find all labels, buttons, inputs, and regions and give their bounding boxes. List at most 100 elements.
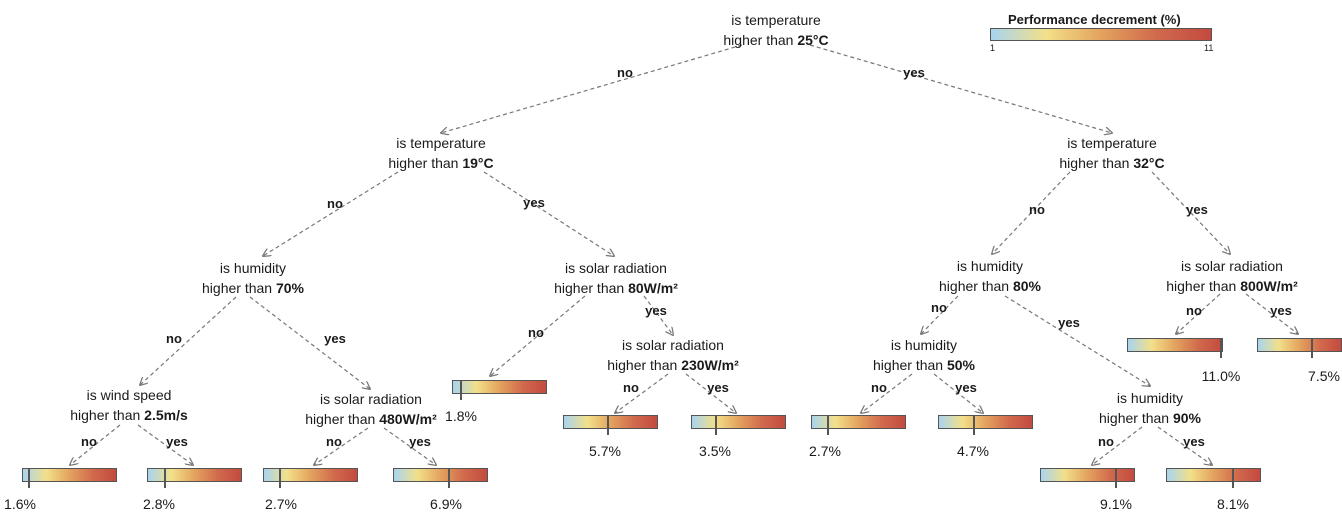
edge-label-yes: yes: [324, 331, 346, 346]
edge-label-yes: yes: [409, 434, 431, 449]
tree-edge-arrow: [933, 373, 983, 413]
tree-edge-arrow: [1176, 293, 1221, 334]
node-question: is solar radiation: [565, 260, 667, 276]
node-threshold: 90%: [1172, 410, 1201, 426]
node-threshold: 32°C: [1133, 155, 1165, 171]
leaf-bar: [452, 380, 547, 400]
leaf-bar: [1166, 468, 1261, 488]
leaf-value-label: 7.5%: [1308, 368, 1340, 384]
edge-label-yes: yes: [645, 303, 667, 318]
leaf-bar: [147, 468, 242, 488]
node-threshold-prefix: higher than: [1166, 278, 1241, 294]
node-threshold-prefix: higher than: [723, 32, 798, 48]
leaf-value-marker: [1231, 468, 1234, 488]
node-threshold-prefix: higher than: [554, 280, 629, 296]
leaf-value-label: 9.1%: [1100, 496, 1132, 512]
edge-label-no: no: [1186, 303, 1202, 318]
node-question: is temperature: [396, 135, 486, 151]
node-temperature-19: is temperature higher than 19°C: [388, 133, 493, 173]
tree-edge-arrow: [483, 171, 614, 256]
leaf-value-marker: [714, 415, 717, 435]
node-solar-radiation-80: is solar radiation higher than 80W/m²: [554, 258, 678, 298]
edge-label-no: no: [1098, 434, 1114, 449]
leaf-value-marker: [1114, 468, 1117, 488]
node-question: is humidity: [890, 337, 958, 353]
tree-edge-arrow: [685, 373, 736, 413]
leaf-value-marker: [447, 468, 450, 488]
leaf-value-marker: [164, 468, 167, 488]
tree-edge-arrow: [314, 427, 369, 465]
leaf-value-label: 2.7%: [265, 496, 297, 512]
edge-label-yes: yes: [166, 434, 188, 449]
edge-label-yes: yes: [1183, 434, 1205, 449]
node-threshold: 480W/m²: [379, 411, 437, 427]
tree-edge-arrow: [441, 44, 743, 133]
node-threshold: 2.5m/s: [144, 407, 188, 423]
node-threshold-prefix: higher than: [939, 278, 1013, 294]
tree-edge-arrow: [249, 296, 370, 389]
tree-edge-arrow: [643, 295, 673, 335]
tree-edge-arrow: [140, 296, 237, 385]
edge-label-yes: yes: [1186, 202, 1208, 217]
node-solar-radiation-230: is solar radiation higher than 230W/m²: [607, 335, 739, 375]
node-threshold: 230W/m²: [681, 357, 739, 373]
edge-label-no: no: [327, 196, 343, 211]
edge-label-no: no: [871, 380, 887, 395]
node-threshold-prefix: higher than: [70, 407, 145, 423]
leaf-bar: [263, 468, 358, 488]
tree-edge-arrow: [137, 424, 193, 465]
node-question: is wind speed: [86, 387, 172, 403]
node-temperature-25: is temperature higher than 25°C: [723, 10, 828, 50]
leaf-value-label: 2.7%: [809, 443, 841, 459]
edge-label-no: no: [1029, 202, 1045, 217]
edge-label-no: no: [528, 325, 544, 340]
legend-title: Performance decrement (%): [1008, 12, 1181, 27]
node-threshold-prefix: higher than: [1099, 410, 1173, 426]
edge-label-no: no: [326, 434, 342, 449]
leaf-value-label: 2.8%: [143, 496, 175, 512]
edge-label-no: no: [617, 65, 633, 80]
node-threshold: 50%: [946, 357, 975, 373]
leaf-bar: [563, 415, 658, 435]
tree-edge-arrow: [809, 44, 1112, 133]
tree-edge-arrow: [861, 373, 913, 413]
leaf-value-marker: [1220, 338, 1222, 358]
leaf-value-marker: [606, 415, 609, 435]
tree-edge-arrow: [1092, 426, 1143, 465]
leaf-bar: [1257, 338, 1342, 358]
node-threshold-prefix: higher than: [1059, 155, 1134, 171]
leaf-bar: [1040, 468, 1135, 488]
edge-label-yes: yes: [1270, 303, 1292, 318]
edge-label-yes: yes: [707, 380, 729, 395]
node-question: is solar radiation: [622, 337, 724, 353]
node-question: is temperature: [1067, 135, 1157, 151]
node-solar-radiation-480: is solar radiation higher than 480W/m²: [305, 389, 437, 429]
leaf-value-label: 1.6%: [4, 496, 36, 512]
leaf-value-label: 3.5%: [699, 443, 731, 459]
leaf-bar: [393, 468, 488, 488]
edge-label-yes: yes: [523, 195, 545, 210]
edge-label-no: no: [623, 380, 639, 395]
node-question: is solar radiation: [1181, 258, 1283, 274]
leaf-value-marker: [460, 380, 463, 400]
edge-label-yes: yes: [903, 65, 925, 80]
node-solar-radiation-800: is solar radiation higher than 800W/m²: [1166, 256, 1298, 296]
tree-edge-arrow: [1245, 293, 1298, 334]
tree-edge-arrow: [992, 171, 1071, 254]
node-threshold: 25°C: [797, 32, 829, 48]
node-threshold: 70%: [275, 280, 304, 296]
node-humidity-50: is humidity higher than 50%: [873, 335, 975, 375]
node-temperature-32: is temperature higher than 32°C: [1059, 133, 1164, 173]
node-threshold-prefix: higher than: [388, 155, 463, 171]
edge-label-no: no: [931, 300, 947, 315]
tree-edge-arrow: [1151, 171, 1230, 254]
leaf-value-label: 4.7%: [957, 443, 989, 459]
node-threshold: 80%: [1012, 278, 1041, 294]
node-humidity-80: is humidity higher than 80%: [939, 256, 1041, 296]
leaf-value-marker: [28, 468, 31, 488]
node-question: is humidity: [956, 258, 1024, 274]
leaf-value-label: 5.7%: [589, 443, 621, 459]
leaf-bar: [691, 415, 786, 435]
leaf-bar: [1127, 338, 1223, 358]
node-threshold-prefix: higher than: [305, 411, 380, 427]
